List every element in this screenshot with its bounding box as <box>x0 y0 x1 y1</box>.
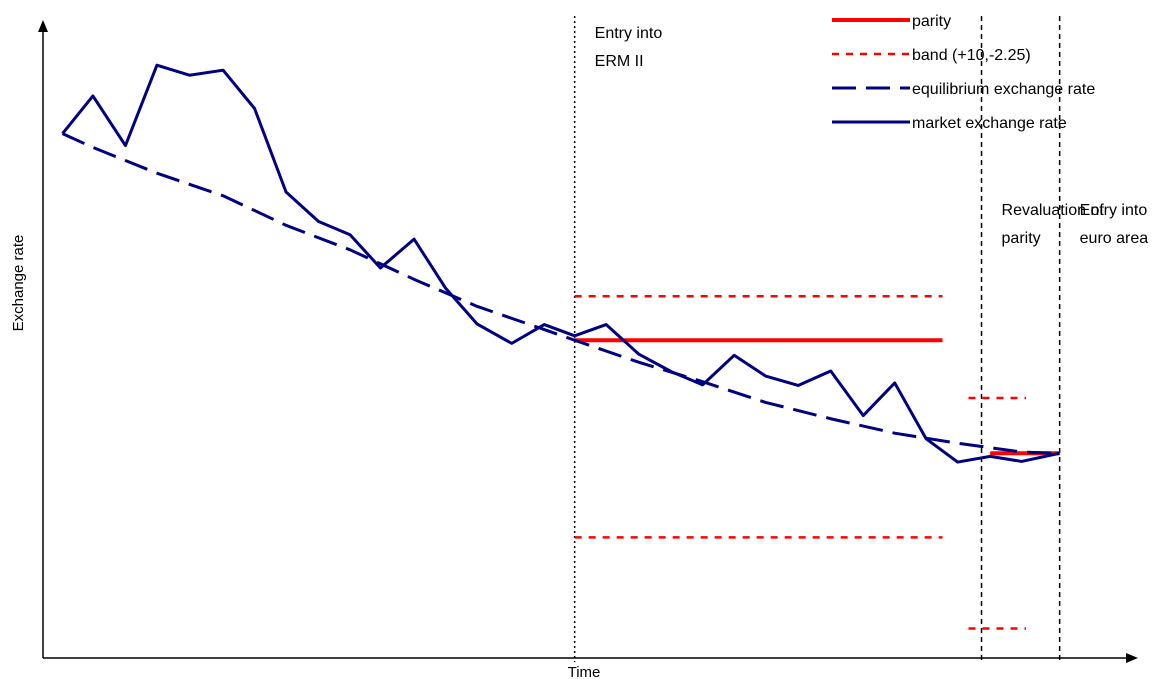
legend: parity band (+10,-2.25) equilibrium exchan… <box>832 13 1095 132</box>
event-label-0-1: ERM II <box>595 53 644 70</box>
series-layer <box>61 63 1060 630</box>
legend-label-band: band (+10,-2.25) <box>912 47 1031 64</box>
event-label-1-1: parity <box>1002 230 1041 247</box>
market-line-0 <box>61 63 1060 464</box>
event-label-2-0: Entry into <box>1080 202 1148 219</box>
legend-label-market: market exchange rate <box>912 115 1067 132</box>
y-axis-arrow <box>38 20 48 32</box>
event-label-2-1: euro area <box>1080 230 1149 247</box>
x-axis-label: Time <box>568 664 601 679</box>
series-equilibrium <box>61 132 1060 455</box>
axes: Time Exchange rate <box>10 20 1138 679</box>
equilibrium-line-0 <box>61 132 1060 455</box>
event-label-1-0: Revaluation of <box>1002 202 1105 219</box>
event-label-0-0: Entry into <box>595 25 663 42</box>
legend-label-parity: parity <box>912 13 951 30</box>
series-market <box>61 63 1060 464</box>
y-axis-label: Exchange rate <box>10 235 27 332</box>
legend-label-equilibrium: equilibrium exchange rate <box>912 81 1095 98</box>
x-axis-arrow <box>1126 653 1138 663</box>
series-band <box>574 295 1027 630</box>
event-markers: Entry into ERM II Revaluation of parity Entr… <box>573 16 1149 662</box>
